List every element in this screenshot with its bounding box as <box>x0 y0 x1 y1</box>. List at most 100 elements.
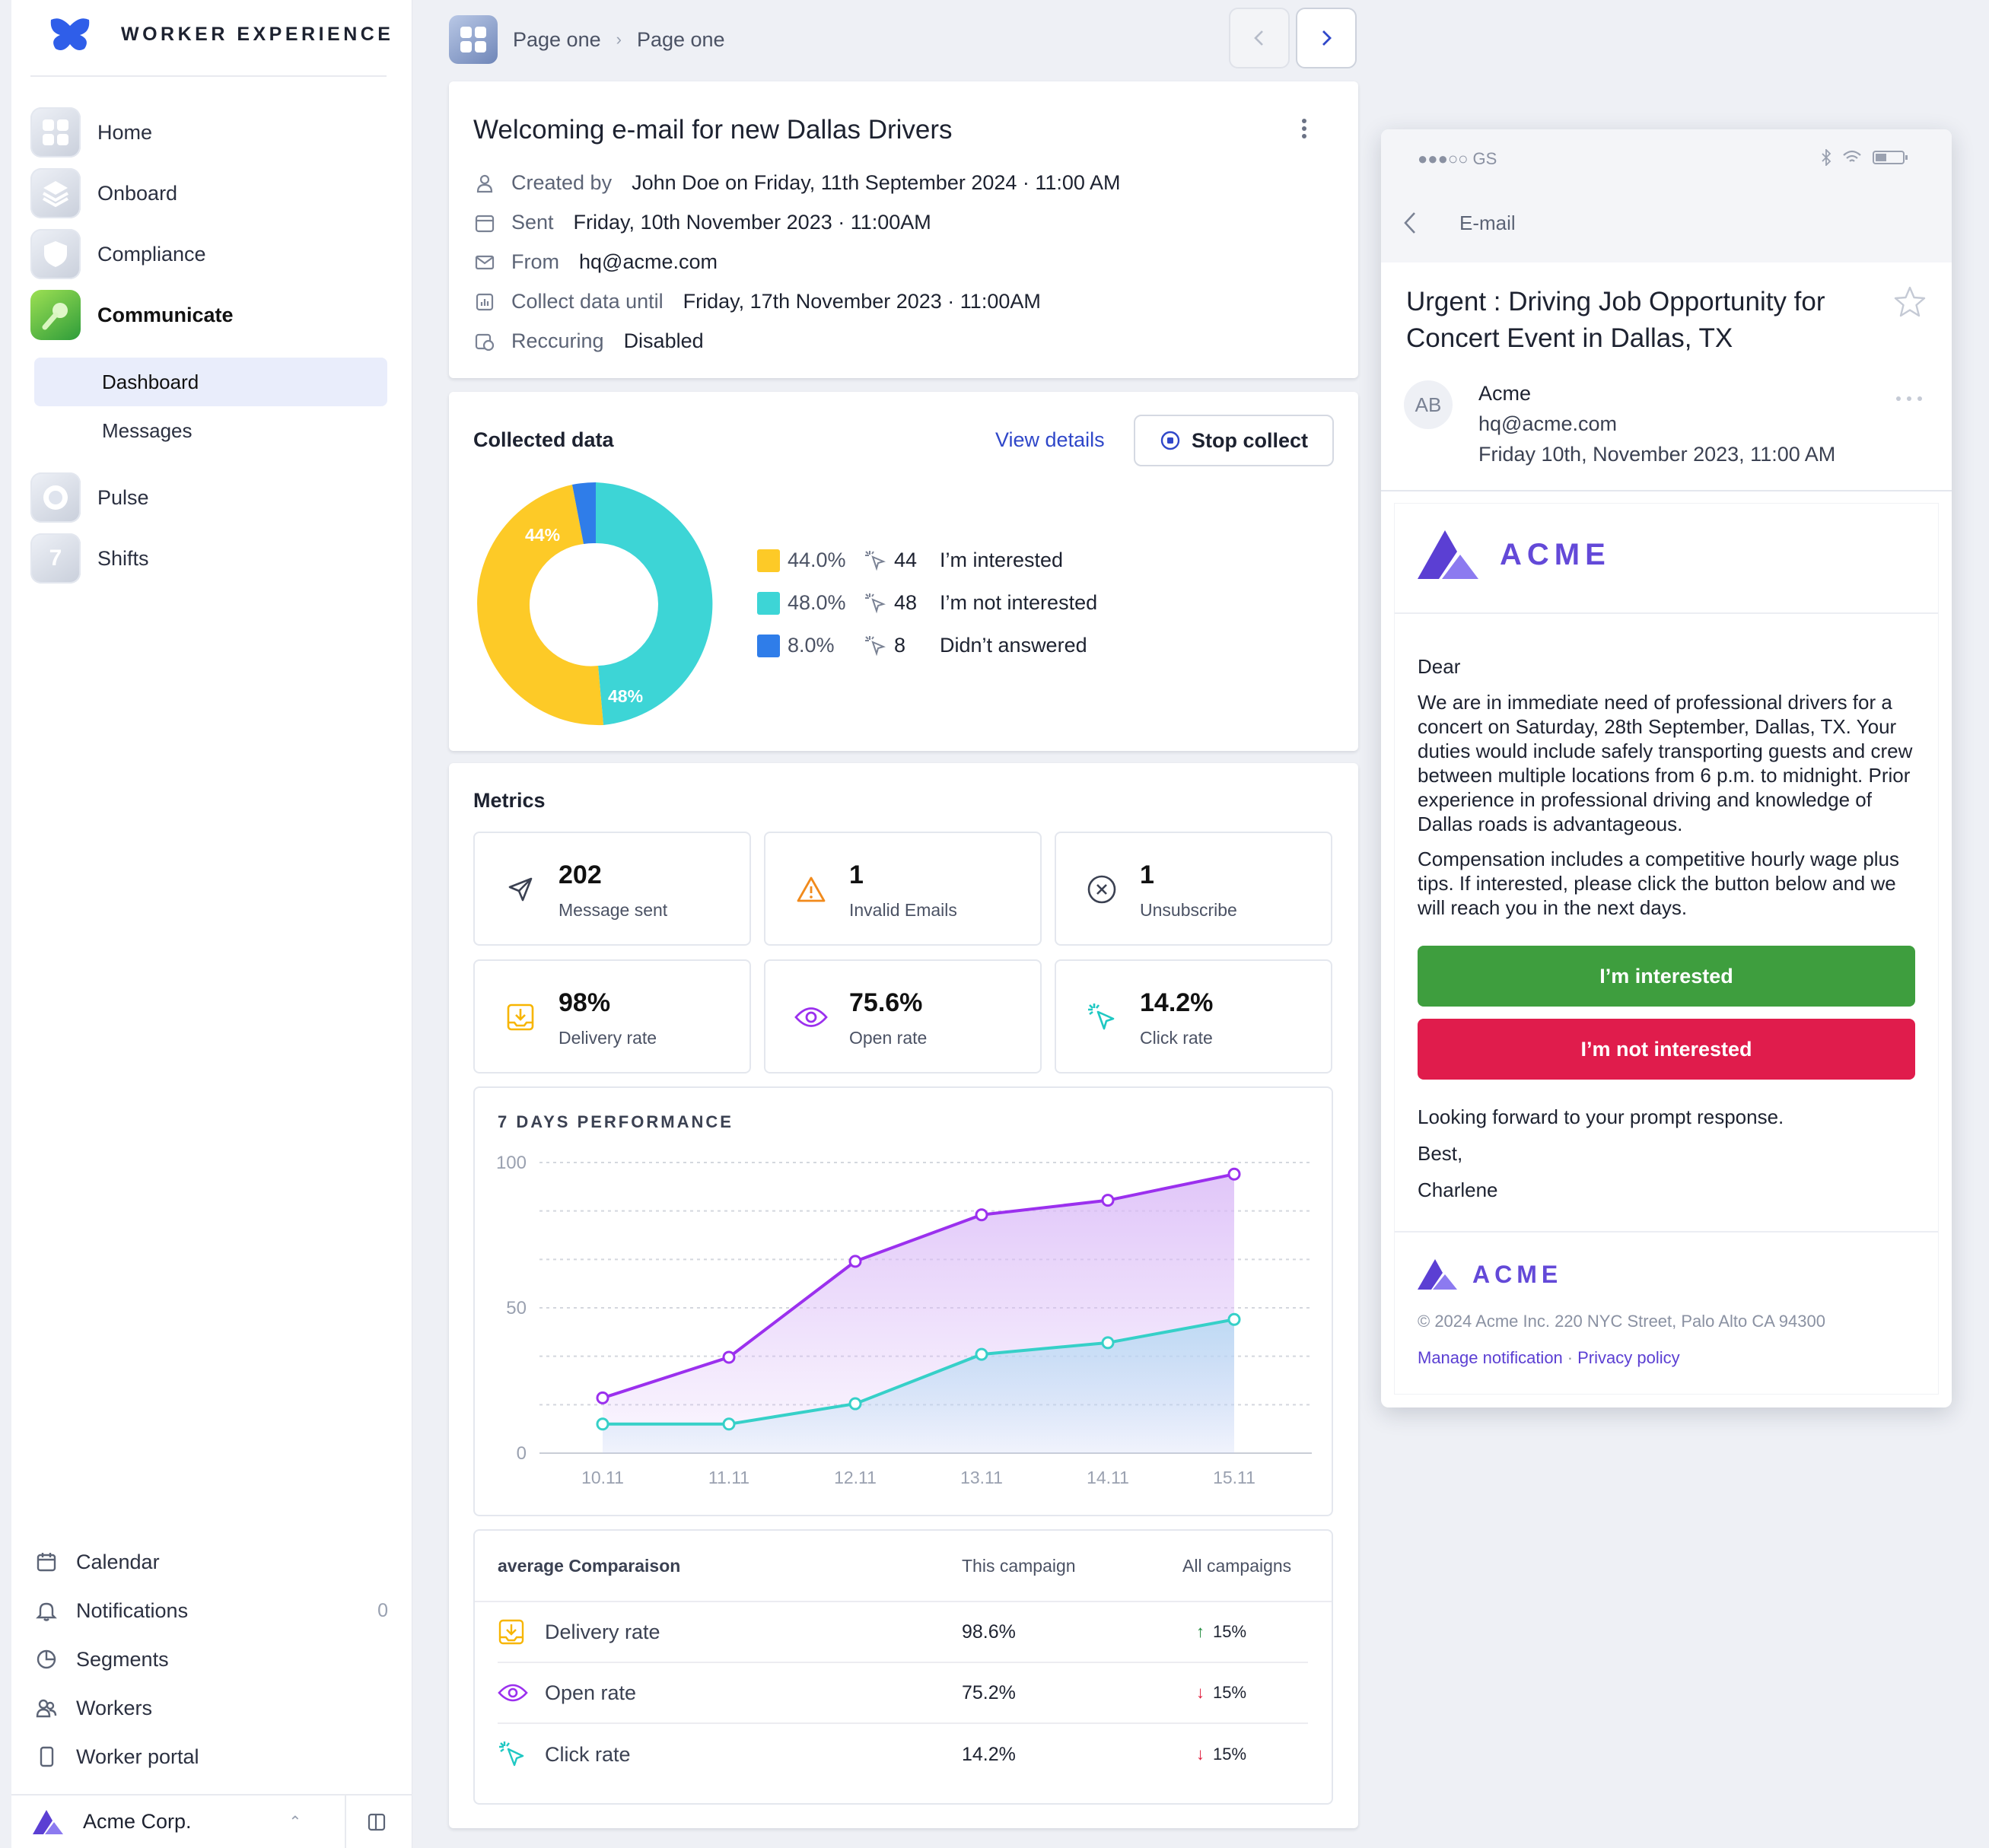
legend-label: Didn’t answered <box>940 634 1087 657</box>
legend-swatch <box>757 634 780 657</box>
metric-label: Click rate <box>1140 1028 1213 1048</box>
acme-logo-icon <box>1418 1258 1457 1291</box>
data-point <box>596 1417 609 1431</box>
view-details-link[interactable]: View details <box>995 428 1105 451</box>
chevron-right-icon: › <box>616 30 622 49</box>
app-grid-icon <box>449 15 498 64</box>
row-value: 75.2% <box>962 1681 1016 1703</box>
metric-label: Delivery rate <box>559 1028 657 1048</box>
interested-button[interactable]: I’m interested <box>1418 946 1915 1007</box>
stop-collect-button[interactable]: Stop collect <box>1134 415 1334 466</box>
footer-logo-text: ACME <box>1472 1260 1563 1288</box>
metric-unsubscribe: 1 Unsubscribe <box>1055 832 1332 946</box>
sub-item-messages[interactable]: Messages <box>102 418 193 442</box>
data-point <box>975 1347 988 1361</box>
nav-label: Onboard <box>97 181 178 205</box>
util-segments[interactable]: Segments <box>34 1641 388 1678</box>
sender-email: hq@acme.com <box>1478 412 1617 435</box>
legend-row-no-answer: 8.0% 8 Didn’t answered <box>757 634 1087 657</box>
data-point <box>975 1208 988 1222</box>
y-tick-label: 100 <box>496 1153 527 1173</box>
metric-invalid-emails: 1 Invalid Emails <box>764 832 1042 946</box>
back-label[interactable]: E-mail <box>1459 212 1516 234</box>
legend-swatch <box>757 549 780 572</box>
comparison-header: average Comparaison This campaign All ca… <box>475 1531 1332 1602</box>
arrow-down-icon: ↓ <box>1196 1683 1205 1702</box>
util-label: Workers <box>76 1696 153 1719</box>
breadcrumb-item[interactable]: Page one <box>636 27 725 51</box>
util-label: Notifications <box>76 1598 189 1622</box>
slice-label-interested: 44% <box>525 525 560 545</box>
acme-logo-text: ACME <box>1500 537 1611 571</box>
util-workers[interactable]: Workers <box>34 1690 388 1726</box>
nav-item-compliance[interactable]: Compliance <box>30 227 388 281</box>
calendar-day-icon: 7 <box>30 533 81 584</box>
sidebar-toggle-icon[interactable] <box>367 1812 387 1832</box>
email-subject: Urgent : Driving Job Opportunity for Con… <box>1406 287 1825 353</box>
acme-logo-icon <box>1418 529 1478 580</box>
more-horizontal-icon[interactable] <box>1895 396 1923 402</box>
nav-label: Pulse <box>97 485 149 509</box>
table-row: Open rate 75.2% ↓ 15% <box>498 1663 1308 1724</box>
performance-chart-panel: 7 DAYS PERFORMANCE 0 50 100 10.11 11.11 12.11… <box>473 1086 1333 1516</box>
layers-icon <box>30 168 81 218</box>
star-icon[interactable] <box>1893 285 1927 317</box>
slice-label-not-interested: 48% <box>608 686 643 706</box>
brand-name: WORKER EXPERIENCE <box>121 23 394 45</box>
x-tick-label: 13.11 <box>960 1468 1003 1487</box>
brand: WORKER EXPERIENCE <box>49 17 393 52</box>
x-tick-label: 14.11 <box>1087 1468 1129 1487</box>
divider <box>1381 490 1952 491</box>
org-switcher[interactable]: Acme Corp. ⌃ <box>11 1794 412 1848</box>
util-worker-portal[interactable]: Worker portal <box>34 1738 388 1775</box>
breadcrumb-item[interactable]: Page one <box>513 27 601 51</box>
privacy-policy-link[interactable]: Privacy policy <box>1577 1348 1680 1367</box>
not-interested-button[interactable]: I’m not interested <box>1418 1019 1915 1080</box>
donut-slice-not-interested <box>596 482 713 725</box>
back-chevron-icon[interactable] <box>1402 211 1418 235</box>
chevron-up-icon[interactable]: ⌃ <box>288 1814 302 1831</box>
legend-pct: 48.0% <box>788 591 846 614</box>
metric-value: 1 <box>1140 860 1154 889</box>
legend-count: 8 <box>894 634 906 657</box>
metrics-card: Metrics 202 Message sent 1 Invalid Email… <box>449 763 1358 1828</box>
data-point <box>722 1417 736 1431</box>
nav-item-pulse[interactable]: Pulse <box>30 470 388 525</box>
nav-item-shifts[interactable]: 7 Shifts <box>30 531 388 586</box>
data-point <box>1227 1312 1241 1326</box>
data-point <box>848 1397 862 1411</box>
click-icon <box>498 1740 525 1769</box>
email-preview-phone: ●●●○○ GS E-mail Urgent : Driving Job Opp… <box>1381 129 1952 1407</box>
prev-button[interactable] <box>1229 8 1290 68</box>
row-delta: 15% <box>1213 1745 1247 1764</box>
email-info-card: Welcoming e-mail for new Dallas Drivers … <box>449 81 1358 378</box>
comparison-table: average Comparaison This campaign All ca… <box>473 1529 1333 1805</box>
data-point <box>848 1255 862 1268</box>
collected-title: Collected data <box>473 428 614 451</box>
row-label: Delivery rate <box>545 1620 660 1643</box>
shield-icon <box>30 229 81 279</box>
row-label: Open rate <box>545 1681 637 1704</box>
y-tick-label: 0 <box>517 1443 527 1464</box>
legend-count: 48 <box>894 591 918 614</box>
util-notifications[interactable]: Notifications 0 <box>34 1592 388 1629</box>
email-signature: Charlene <box>1418 1178 1498 1201</box>
metric-value: 1 <box>849 860 864 889</box>
arrow-up-icon: ↑ <box>1196 1622 1205 1641</box>
nav-item-home[interactable]: Home <box>30 105 388 160</box>
nav-item-onboard[interactable]: Onboard <box>30 166 388 221</box>
pie-chart-icon <box>34 1647 59 1671</box>
link-separator: · <box>1567 1348 1574 1367</box>
nav-item-communicate[interactable]: Communicate <box>30 288 388 342</box>
util-label: Calendar <box>76 1550 160 1573</box>
more-vertical-icon[interactable] <box>1301 118 1307 139</box>
phone-header <box>1381 129 1952 262</box>
util-calendar[interactable]: Calendar <box>34 1544 388 1580</box>
nav-label: Home <box>97 120 153 144</box>
battery-icon <box>1873 149 1909 166</box>
mail-icon <box>473 251 496 274</box>
donut-slice-interested <box>477 485 603 726</box>
next-button[interactable] <box>1296 8 1357 68</box>
manage-notification-link[interactable]: Manage notification <box>1418 1348 1563 1367</box>
sub-item-dashboard[interactable]: Dashboard <box>34 358 387 406</box>
